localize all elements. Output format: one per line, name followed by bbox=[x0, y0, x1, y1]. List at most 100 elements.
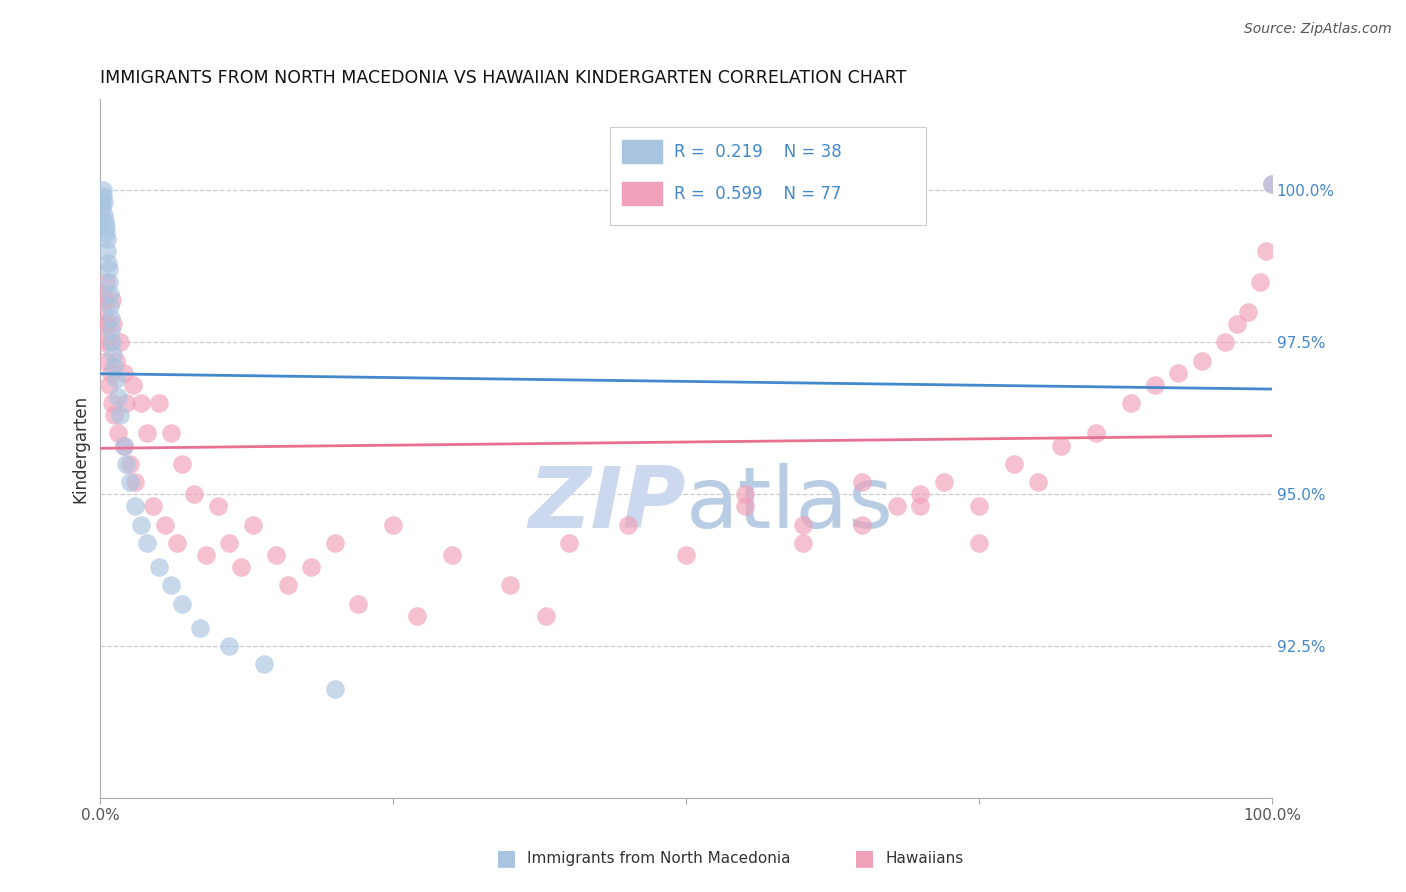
Point bbox=[172, 457, 194, 471]
Point bbox=[107, 426, 129, 441]
Point bbox=[103, 359, 125, 374]
Point bbox=[94, 226, 117, 240]
Point bbox=[96, 317, 118, 331]
Point bbox=[98, 275, 121, 289]
Point bbox=[110, 335, 132, 350]
Text: atlas: atlas bbox=[686, 463, 894, 546]
Point bbox=[131, 517, 153, 532]
Point bbox=[124, 475, 146, 489]
Point bbox=[1167, 366, 1189, 380]
Point bbox=[97, 256, 120, 270]
Point bbox=[1002, 457, 1025, 471]
Point bbox=[124, 500, 146, 514]
Point bbox=[103, 317, 125, 331]
Point bbox=[207, 500, 229, 514]
Point bbox=[100, 323, 122, 337]
Point bbox=[242, 517, 264, 532]
Point bbox=[323, 536, 346, 550]
Point bbox=[194, 548, 217, 562]
Point bbox=[97, 262, 120, 277]
Point bbox=[1121, 396, 1143, 410]
Point bbox=[851, 475, 873, 489]
Point bbox=[534, 608, 557, 623]
Point bbox=[103, 347, 125, 361]
Point bbox=[90, 317, 112, 331]
Point bbox=[115, 457, 138, 471]
Point bbox=[932, 475, 955, 489]
Point bbox=[558, 536, 581, 550]
Point bbox=[94, 213, 117, 227]
Point bbox=[118, 475, 141, 489]
Point bbox=[96, 244, 118, 259]
Text: ZIP: ZIP bbox=[529, 463, 686, 546]
Text: ■: ■ bbox=[496, 848, 516, 868]
Point bbox=[218, 639, 240, 653]
Point bbox=[94, 293, 117, 307]
Y-axis label: Kindergarten: Kindergarten bbox=[72, 394, 89, 503]
Point bbox=[104, 353, 127, 368]
Point bbox=[172, 597, 194, 611]
Point bbox=[299, 560, 322, 574]
Point bbox=[1237, 305, 1260, 319]
Point bbox=[1254, 244, 1277, 259]
Point bbox=[107, 390, 129, 404]
Point bbox=[93, 195, 115, 210]
Point bbox=[112, 366, 135, 380]
Point bbox=[851, 517, 873, 532]
Point bbox=[277, 578, 299, 592]
Point bbox=[98, 286, 121, 301]
Point bbox=[122, 377, 145, 392]
Point bbox=[792, 517, 814, 532]
Point bbox=[188, 621, 211, 635]
Point bbox=[118, 457, 141, 471]
Point bbox=[1226, 317, 1249, 331]
Point bbox=[1249, 275, 1271, 289]
Text: R =  0.219    N = 38: R = 0.219 N = 38 bbox=[675, 143, 842, 161]
Point bbox=[159, 578, 181, 592]
Point bbox=[93, 335, 115, 350]
Point bbox=[1143, 377, 1166, 392]
Point bbox=[967, 536, 990, 550]
Point bbox=[96, 219, 118, 234]
Point bbox=[382, 517, 405, 532]
Point bbox=[1213, 335, 1236, 350]
Point bbox=[101, 335, 124, 350]
Point bbox=[886, 500, 908, 514]
Point bbox=[166, 536, 188, 550]
Point bbox=[96, 275, 118, 289]
Point bbox=[1085, 426, 1108, 441]
Point bbox=[91, 305, 114, 319]
Point bbox=[675, 548, 697, 562]
Text: Hawaiians: Hawaiians bbox=[886, 851, 965, 865]
Point bbox=[967, 500, 990, 514]
Point bbox=[98, 299, 121, 313]
Point bbox=[1261, 178, 1284, 192]
Point bbox=[98, 335, 121, 350]
Point bbox=[218, 536, 240, 550]
Point bbox=[136, 426, 159, 441]
Point bbox=[112, 439, 135, 453]
FancyBboxPatch shape bbox=[610, 128, 927, 225]
Point bbox=[96, 353, 118, 368]
Point bbox=[159, 426, 181, 441]
Point bbox=[103, 408, 125, 422]
FancyBboxPatch shape bbox=[621, 182, 661, 205]
Point bbox=[499, 578, 522, 592]
Point bbox=[91, 189, 114, 203]
Point bbox=[112, 439, 135, 453]
Point bbox=[734, 487, 756, 501]
Text: Immigrants from North Macedonia: Immigrants from North Macedonia bbox=[527, 851, 790, 865]
Point bbox=[96, 232, 118, 246]
Point bbox=[91, 195, 114, 210]
Text: ■: ■ bbox=[855, 848, 875, 868]
Point bbox=[97, 377, 120, 392]
Point bbox=[104, 372, 127, 386]
Point bbox=[142, 500, 165, 514]
Point bbox=[1191, 353, 1213, 368]
Point bbox=[264, 548, 287, 562]
Point bbox=[1026, 475, 1049, 489]
Point bbox=[229, 560, 252, 574]
Point bbox=[734, 500, 756, 514]
Point bbox=[253, 657, 276, 672]
Point bbox=[91, 183, 114, 197]
